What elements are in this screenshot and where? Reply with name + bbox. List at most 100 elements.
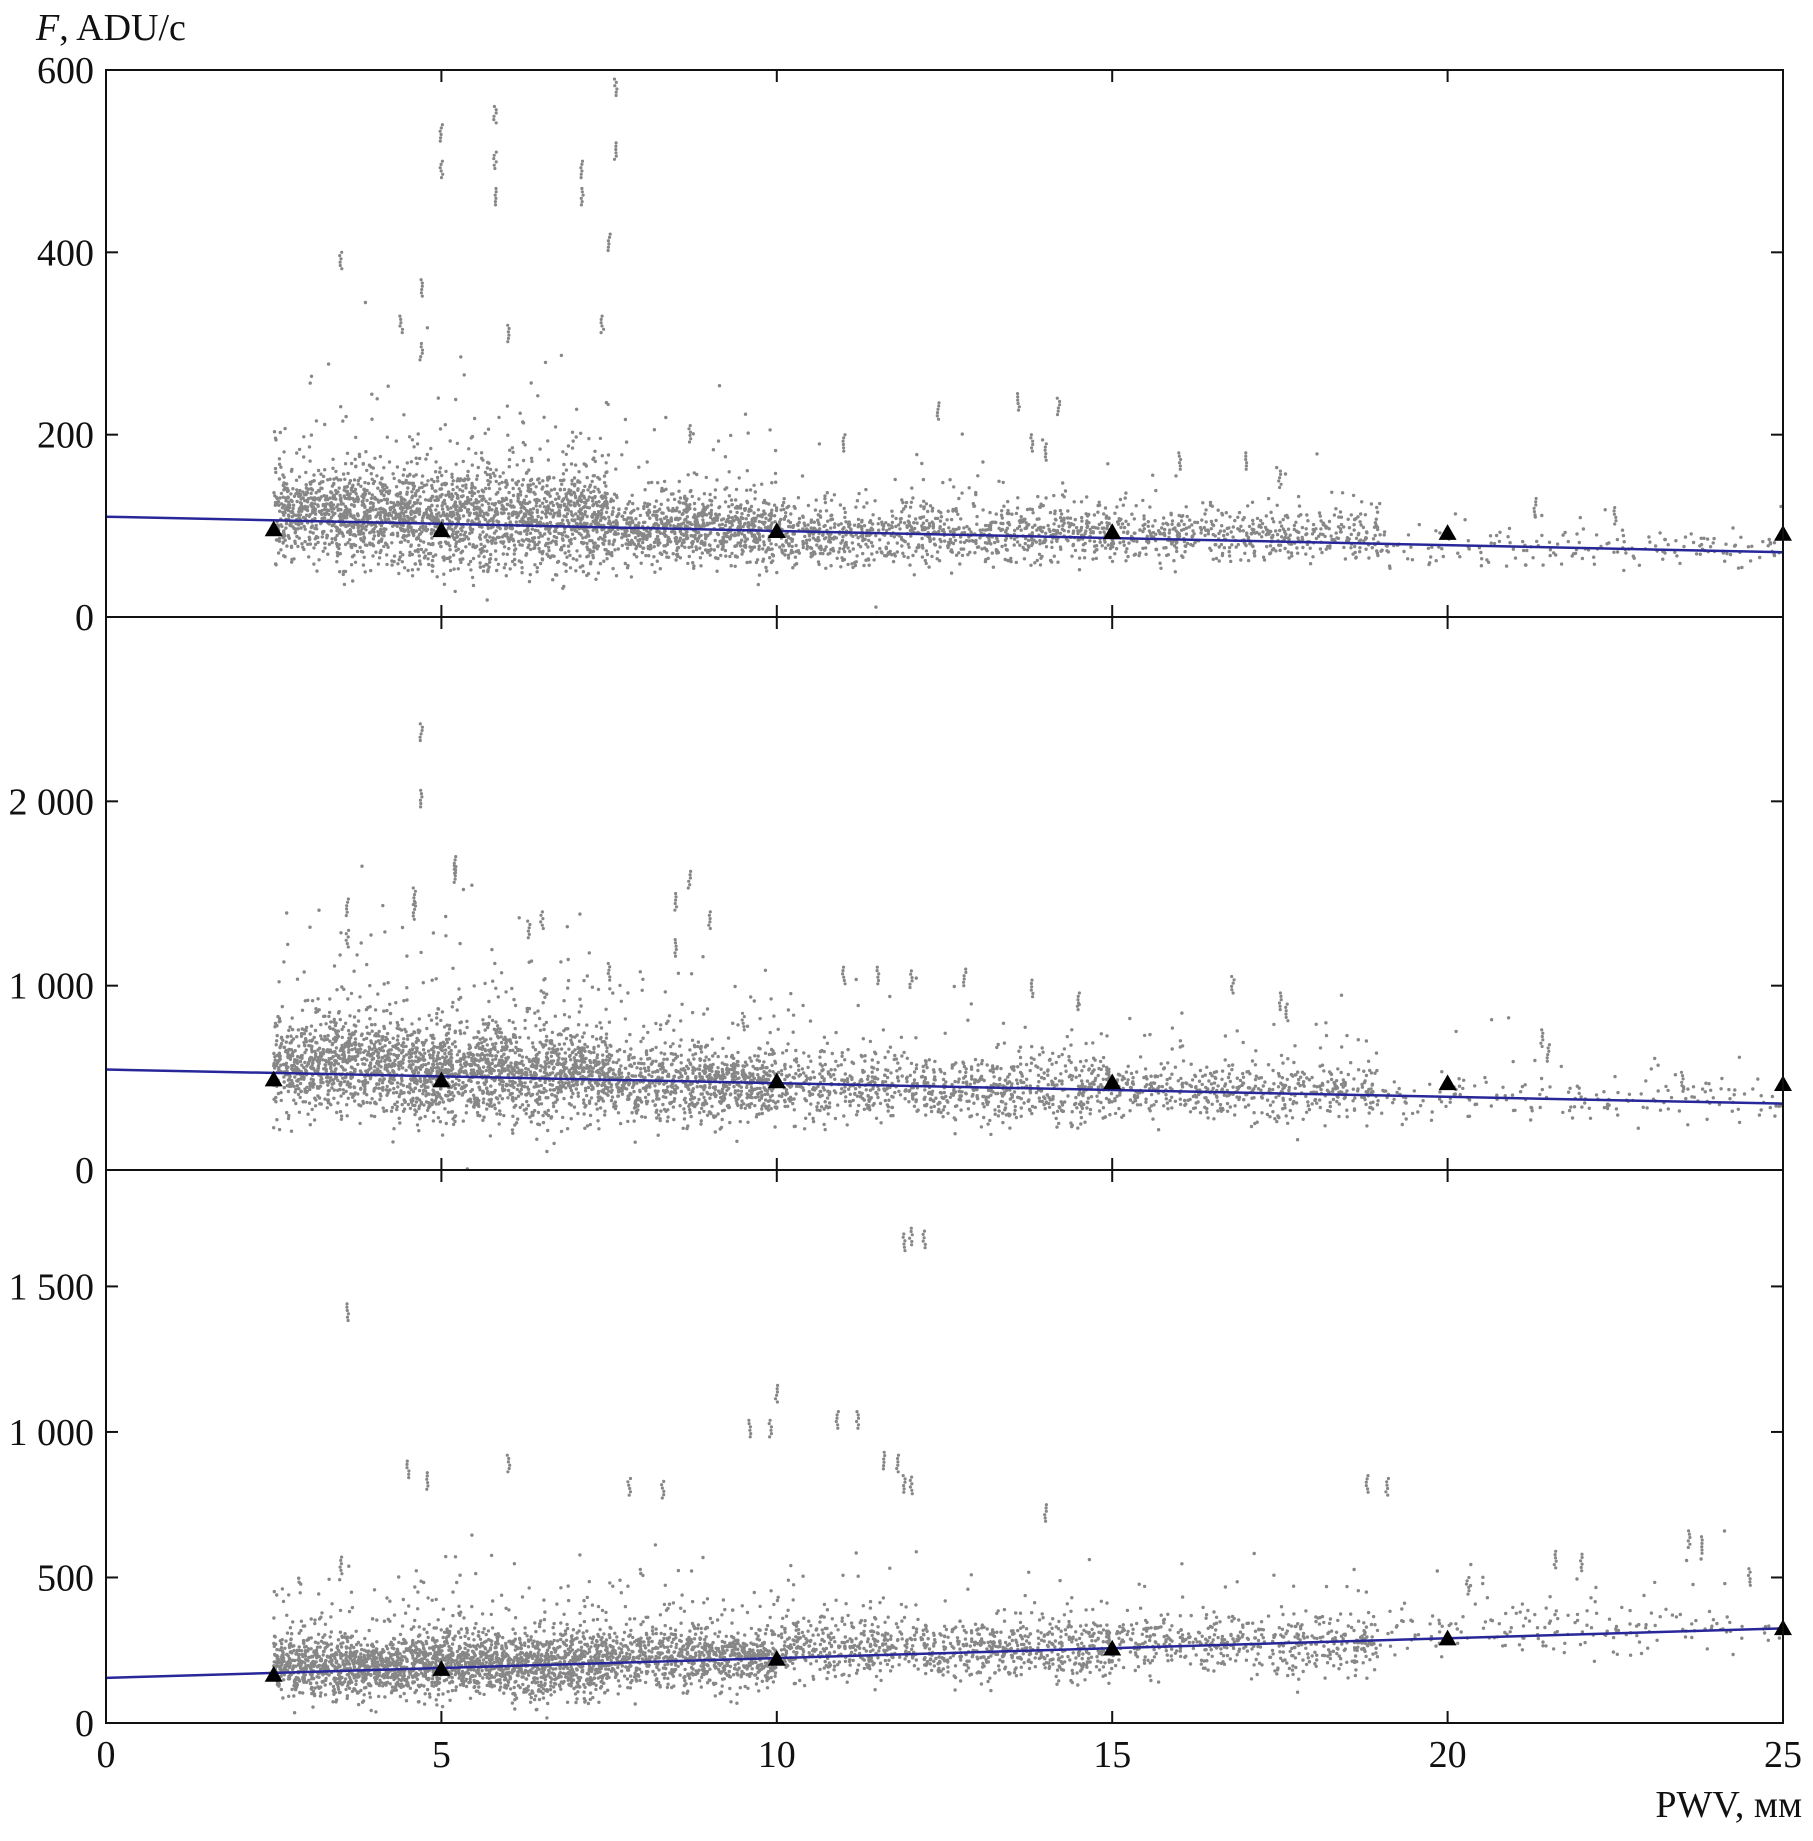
scatter-point (813, 508, 818, 512)
scatter-point (377, 556, 382, 560)
scatter-point (1160, 526, 1164, 530)
scatter-point (1091, 530, 1095, 534)
scatter-point (307, 555, 311, 559)
scatter-point (395, 1081, 400, 1085)
scatter-point (1378, 501, 1382, 506)
scatter-point (1199, 531, 1203, 535)
scatter-point (920, 536, 924, 541)
scatter-point (595, 514, 600, 518)
scatter-point (335, 533, 339, 538)
scatter-point (842, 506, 846, 511)
scatter-point (549, 541, 553, 545)
scatter-point (713, 495, 717, 500)
outlier-point (687, 440, 692, 444)
scatter-point (472, 416, 477, 421)
scatter-point (319, 495, 324, 499)
scatter-point (1209, 548, 1213, 553)
scatter-point (314, 534, 319, 539)
scatter-point (976, 474, 980, 478)
scatter-point (1458, 555, 1462, 559)
scatter-point (745, 469, 749, 473)
panel-1-points (272, 77, 1783, 609)
scatter-point (652, 555, 656, 559)
scatter-point (921, 546, 925, 550)
scatter-point (458, 500, 462, 504)
scatter-point (343, 542, 348, 547)
scatter-point (623, 510, 627, 515)
scatter-point (482, 497, 486, 501)
scatter-point (353, 543, 358, 548)
scatter-point (395, 465, 400, 469)
scatter-point (586, 554, 591, 558)
scatter-point (807, 538, 812, 542)
scatter-point (664, 523, 668, 527)
outlier-point (935, 414, 939, 418)
scatter-point (433, 470, 438, 474)
scatter-point (1224, 511, 1229, 515)
scatter-point (478, 565, 483, 569)
scatter-point (1725, 551, 1729, 556)
scatter-point (625, 566, 630, 570)
scatter-point (1094, 544, 1099, 548)
scatter-point (700, 551, 704, 555)
scatter-point (652, 540, 657, 545)
scatter-point (398, 491, 402, 496)
scatter-point (392, 508, 397, 512)
scatter-point (298, 494, 302, 498)
scatter-point (848, 549, 852, 553)
scatter-point (1246, 558, 1251, 563)
scatter-point (1203, 533, 1207, 538)
scatter-point (522, 512, 527, 516)
scatter-point (416, 488, 420, 493)
scatter-point (846, 562, 850, 567)
scatter-point (1010, 512, 1014, 516)
outlier-point (494, 196, 498, 200)
scatter-point (1286, 550, 1290, 554)
scatter-point (466, 537, 471, 541)
scatter-point (772, 503, 777, 507)
scatter-point (442, 558, 446, 562)
scatter-point (1191, 534, 1195, 538)
scatter-point (1304, 532, 1308, 537)
scatter-point (1080, 519, 1084, 523)
scatter-point (1214, 518, 1218, 523)
scatter-point (277, 536, 282, 541)
outlier-point (439, 136, 443, 140)
scatter-point (464, 545, 468, 549)
scatter-point (593, 518, 597, 522)
scatter-point (348, 538, 352, 542)
scatter-point (1107, 516, 1111, 521)
scatter-point (442, 572, 446, 576)
scatter-point (977, 545, 981, 549)
scatter-point (1151, 524, 1155, 528)
scatter-point (784, 511, 788, 515)
scatter-point (717, 506, 721, 510)
scatter-point (888, 549, 892, 554)
scatter-point (616, 532, 620, 536)
scatter-point (511, 493, 516, 498)
scatter-point (1027, 545, 1031, 549)
scatter-point (546, 537, 551, 541)
scatter-point (675, 506, 679, 510)
scatter-point (516, 499, 520, 503)
scatter-point (958, 562, 962, 566)
scatter-point (344, 514, 348, 518)
scatter-point (1191, 543, 1195, 548)
scatter-point (1321, 521, 1325, 525)
scatter-point (1209, 527, 1214, 531)
outlier-point (494, 160, 498, 164)
scatter-point (545, 484, 549, 488)
scatter-point (1678, 561, 1682, 566)
scatter-point (981, 460, 985, 464)
scatter-point (340, 1027, 344, 1032)
scatter-point (1318, 514, 1323, 518)
scatter-point (1184, 532, 1189, 536)
scatter-point (335, 544, 340, 549)
scatter-point (812, 550, 816, 554)
scatter-point (502, 498, 507, 502)
scatter-point (1024, 521, 1028, 525)
scatter-point (607, 542, 611, 546)
scatter-point (884, 521, 888, 525)
scatter-point (289, 469, 294, 473)
scatter-point (299, 505, 303, 509)
